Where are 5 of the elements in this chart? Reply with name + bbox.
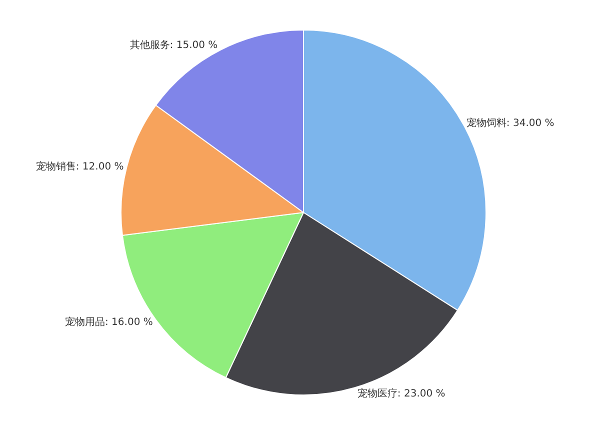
slice-label: 其他服务: 15.00 % [130, 39, 218, 52]
slice-label: 宠物用品: 16.00 % [64, 316, 153, 328]
slice-label: 宠物销售: 12.00 % [36, 160, 124, 173]
slice-label: 宠物饲料: 34.00 % [466, 117, 554, 130]
slice-label: 宠物医疗: 23.00 % [357, 387, 446, 400]
